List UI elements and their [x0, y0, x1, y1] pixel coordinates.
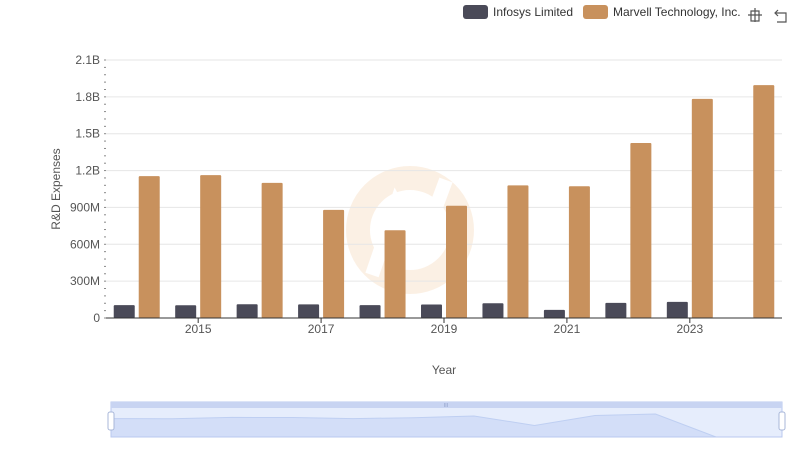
x-tick-label: 2017 — [308, 322, 335, 336]
x-tick-label: 2015 — [185, 322, 212, 336]
slider-right-handle[interactable] — [778, 411, 786, 431]
y-tick-label: 900M — [70, 200, 100, 214]
y-tick-label: 1.8B — [75, 90, 100, 104]
y-tick-label: 2.1B — [75, 53, 100, 67]
bar-infosys-2018[interactable] — [359, 305, 381, 318]
bar-marvell-2022[interactable] — [630, 143, 652, 318]
bar-infosys-2017[interactable] — [298, 304, 320, 318]
bar-infosys-2015[interactable] — [175, 305, 197, 318]
bar-infosys-2014[interactable] — [113, 305, 135, 318]
x-tick-label: 2019 — [431, 322, 458, 336]
bars — [113, 85, 775, 318]
legend: Infosys Limited Marvell Technology, Inc. — [463, 5, 741, 19]
bar-marvell-2014[interactable] — [138, 176, 160, 318]
bar-marvell-2021[interactable] — [568, 186, 590, 318]
bar-infosys-2021[interactable] — [543, 309, 565, 318]
y-tick-label: 1.5B — [75, 127, 100, 141]
bar-marvell-2023[interactable] — [691, 98, 713, 318]
legend-label: Marvell Technology, Inc. — [613, 5, 741, 19]
slider-left-handle[interactable] — [107, 411, 115, 431]
y-axis-label: R&D Expenses — [49, 148, 63, 229]
restore-icon[interactable] — [774, 9, 787, 23]
bar-marvell-2020[interactable] — [507, 185, 529, 318]
bar-marvell-2024[interactable] — [753, 85, 775, 318]
bar-marvell-2016[interactable] — [261, 182, 283, 318]
bar-infosys-2016[interactable] — [236, 304, 258, 318]
bar-marvell-2015[interactable] — [200, 175, 222, 318]
y-tick-label: 600M — [70, 237, 100, 251]
bar-marvell-2019[interactable] — [446, 205, 467, 318]
x-tick-label: 2021 — [554, 322, 581, 336]
x-axis-label: Year — [432, 363, 456, 377]
slider-top-bar[interactable] — [111, 402, 782, 408]
legend-swatch — [583, 5, 608, 19]
y-tick-label: 300M — [70, 274, 100, 288]
legend-item-infosys[interactable]: Infosys Limited — [463, 5, 573, 19]
y-tick-label: 0 — [93, 311, 100, 325]
bar-infosys-2022[interactable] — [605, 302, 627, 318]
x-axis: 2015 2017 2019 2021 2023 — [106, 317, 782, 336]
legend-swatch — [463, 5, 488, 19]
bar-infosys-2020[interactable] — [482, 303, 504, 318]
bar-marvell-2017[interactable] — [323, 209, 345, 318]
bar-infosys-2023[interactable] — [666, 301, 688, 318]
legend-item-marvell[interactable]: Marvell Technology, Inc. — [583, 5, 741, 19]
bar-marvell-2018[interactable] — [384, 230, 406, 318]
slider-handle-label: III — [444, 403, 448, 409]
zoom-icon[interactable] — [748, 8, 762, 22]
y-axis: 0 300M 600M 900M 1.2B 1.5B 1.8B 2.1B — [70, 53, 106, 325]
legend-label: Infosys Limited — [493, 5, 573, 19]
bar-infosys-2019[interactable] — [421, 304, 442, 318]
x-tick-label: 2023 — [676, 322, 703, 336]
data-zoom-slider[interactable]: III — [107, 401, 786, 438]
y-tick-label: 1.2B — [75, 164, 100, 178]
